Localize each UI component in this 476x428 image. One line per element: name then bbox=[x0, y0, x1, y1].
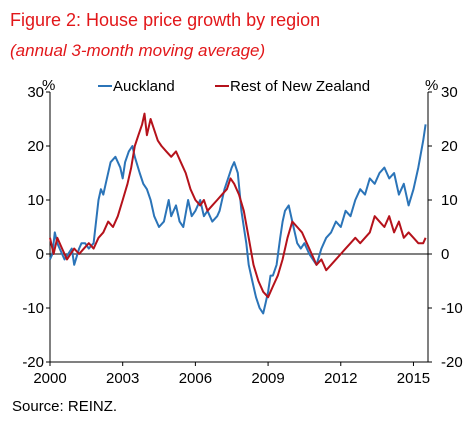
y-axis-right-ticks: 30 20 10 0 -10 -20 bbox=[428, 84, 463, 371]
x-tick-label: 2009 bbox=[251, 370, 284, 387]
y-unit-right: % bbox=[425, 77, 438, 94]
x-axis-ticks: 2000 2003 2006 2009 2012 2015 bbox=[33, 362, 430, 387]
source-note: Source: REINZ. bbox=[12, 398, 118, 415]
y-tick-label-right: -20 bbox=[441, 354, 463, 371]
chart-subtitle: (annual 3-month moving average) bbox=[10, 41, 266, 60]
legend-label-rest-nz: Rest of New Zealand bbox=[230, 78, 370, 95]
series-line-rest-nz bbox=[49, 112, 427, 299]
y-tick-label-right: -10 bbox=[441, 300, 463, 317]
series-lines bbox=[49, 112, 427, 315]
x-tick-label: 2006 bbox=[179, 370, 212, 387]
x-tick-label: 2015 bbox=[397, 370, 430, 387]
chart-title: Figure 2: House price growth by region bbox=[10, 10, 321, 30]
y-tick-label-left: -10 bbox=[22, 300, 44, 317]
x-tick-label: 2003 bbox=[106, 370, 139, 387]
y-tick-label-left: 20 bbox=[27, 138, 44, 155]
y-axis-left-ticks: 30 20 10 0 -10 -20 bbox=[22, 84, 50, 371]
y-tick-label-left: 30 bbox=[27, 84, 44, 101]
y-tick-label-left: 0 bbox=[36, 246, 44, 263]
x-tick-label: 2000 bbox=[33, 370, 66, 387]
y-tick-label-left: 10 bbox=[27, 192, 44, 209]
y-tick-label-left: -20 bbox=[22, 354, 44, 371]
y-tick-label-right: 20 bbox=[441, 138, 458, 155]
y-tick-label-right: 0 bbox=[441, 246, 449, 263]
x-tick-label: 2012 bbox=[324, 370, 357, 387]
y-unit-left: % bbox=[42, 77, 55, 94]
series-line-auckland bbox=[49, 124, 427, 315]
legend: Auckland Rest of New Zealand bbox=[98, 78, 370, 95]
y-tick-label-right: 10 bbox=[441, 192, 458, 209]
legend-label-auckland: Auckland bbox=[113, 78, 175, 95]
y-tick-label-right: 30 bbox=[441, 84, 458, 101]
